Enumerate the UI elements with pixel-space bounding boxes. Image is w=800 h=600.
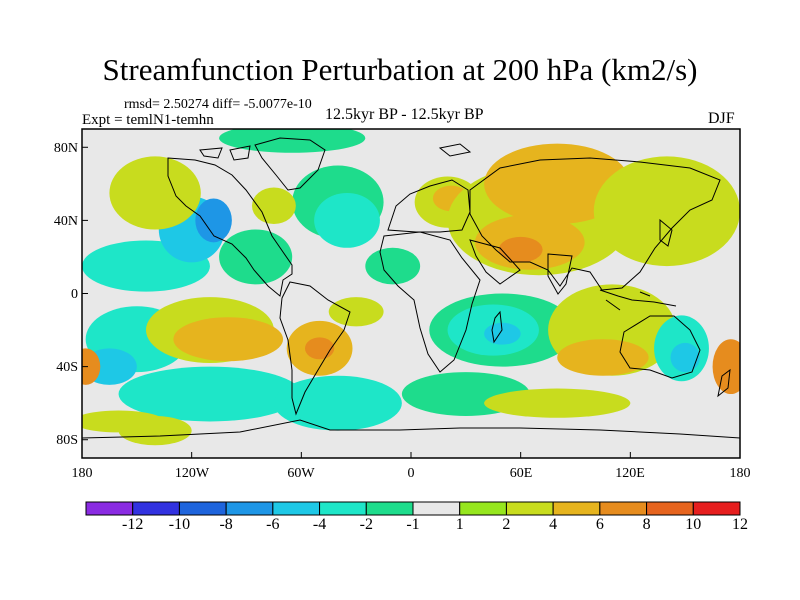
colorbar-label: 4 [549,516,558,533]
colorbar-label: -2 [359,516,373,533]
contour-blob [314,192,380,248]
lon-label-180w: 180 [71,466,93,481]
colorbar-label: 6 [595,516,604,533]
contour-blob [484,322,521,345]
colorbar-label: 8 [642,516,651,533]
contour-blob [498,236,543,263]
coastline-greenland [254,137,326,191]
lon-label-180e: 180 [729,466,751,481]
coastline-south-america [279,281,351,416]
colorbar-swatch [459,501,507,516]
coastlines [82,137,740,439]
colorbar-swatch [132,501,180,516]
season-label: DJF [708,110,735,127]
colorbar-swatch [272,501,321,516]
contour-blob [670,342,700,373]
contour-blob [82,348,101,385]
coastline-arabia [469,239,521,285]
contour-blob [219,229,293,285]
contour-blob [304,337,335,360]
lat-label-80n: 80N [53,141,78,156]
period-label: 12.5kyr BP - 12.5kyr BP [325,106,484,123]
colorbar-swatch [365,501,414,516]
lon-label-120e: 120E [615,466,645,481]
lon-label-60e: 60E [509,466,533,481]
colorbar-label: 2 [502,516,511,533]
colorbar-label: -4 [312,516,327,533]
axis-ticks [81,146,741,458]
coastline-india [547,253,573,295]
lat-label-0: 0 [71,287,78,302]
coastline-new-zealand [717,368,731,398]
lat-label-40s: 40S [56,360,78,375]
colorbar-label: -10 [168,516,191,533]
colorbar-label: -6 [266,516,280,533]
colorbar-swatch [599,501,648,516]
colorbar [85,501,741,516]
colorbar-swatch [692,501,741,516]
stats-line: rmsd= 2.50274 diff= -5.0077e-10 [124,97,312,112]
contour-blob [219,129,366,153]
colorbar-swatch [505,501,554,516]
coastline-indonesia [599,289,677,311]
contour-blob [593,156,740,267]
lat-label-80s: 80S [56,433,78,448]
contour-blob [484,388,631,418]
colorbar-swatch [225,501,274,516]
contour-blob [109,156,201,230]
lon-label-0: 0 [407,466,415,481]
lat-label-40n: 40N [53,214,78,229]
contour-fields [82,129,740,446]
colorbar-swatch [178,501,227,516]
colorbar-label: -12 [122,516,144,533]
coastline-japan [659,218,673,247]
lon-label-60w: 60W [287,466,315,481]
colorbar-swatch [85,501,134,516]
contour-blob [251,187,296,225]
contour-blob [712,339,740,395]
colorbar-label: 1 [455,516,464,533]
lon-label-120w: 120W [174,466,210,481]
coastline-madagascar [491,310,503,344]
contour-blob [557,339,649,376]
colorbar-label: 12 [732,516,748,533]
plot-title: Streamfunction Perturbation at 200 hPa (… [102,52,698,87]
colorbar-swatch [412,501,461,516]
contour-blob [118,366,302,422]
coastline-north-america [167,157,293,297]
colorbar-label: -8 [219,516,233,533]
coastline-africa [379,231,481,373]
coastline-asia [469,157,721,291]
colorbar-label: -1 [406,516,420,533]
contour-blob [365,247,421,285]
contour-blob [118,415,192,446]
colorbar-swatch [552,501,601,516]
colorbar-swatch [319,501,367,516]
colorbar-swatch [646,501,694,516]
coastline-antarctica [82,419,740,439]
contour-blob [195,198,232,243]
coastline-arctic-islands [199,143,472,161]
contour-blob [173,317,284,362]
contour-blob [328,297,384,327]
coastline-australia [619,315,701,379]
coastline-europe [387,179,471,233]
experiment-label: Expt = temlN1-temhn [82,112,214,128]
contour-blob [273,375,402,431]
colorbar-label: 10 [685,516,702,533]
